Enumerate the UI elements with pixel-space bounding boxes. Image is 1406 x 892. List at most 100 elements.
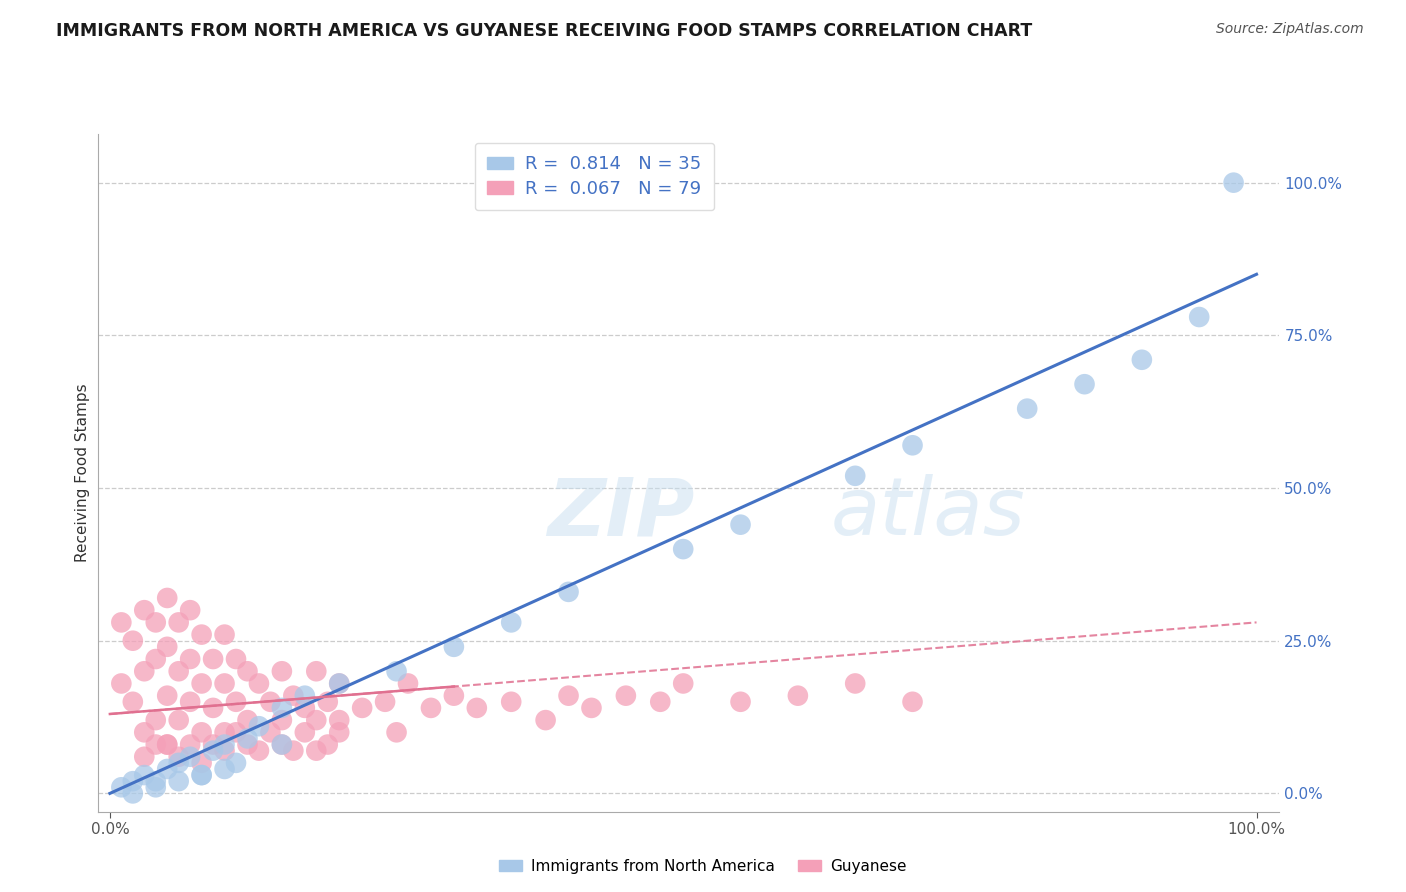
- Point: [1073, 377, 1095, 392]
- Point: [844, 676, 866, 690]
- Point: [501, 695, 523, 709]
- Point: [247, 676, 270, 690]
- Point: [156, 738, 179, 752]
- Point: [305, 713, 328, 727]
- Point: [247, 719, 270, 733]
- Point: [190, 725, 212, 739]
- Point: [134, 665, 156, 679]
- Point: [145, 615, 167, 630]
- Point: [270, 713, 292, 727]
- Point: [294, 701, 316, 715]
- Point: [202, 652, 225, 666]
- Point: [145, 738, 167, 752]
- Point: [247, 744, 270, 758]
- Point: [316, 738, 339, 752]
- Point: [214, 725, 236, 739]
- Point: [236, 713, 259, 727]
- Point: [179, 749, 201, 764]
- Point: [352, 701, 374, 715]
- Point: [190, 676, 212, 690]
- Point: [270, 701, 292, 715]
- Point: [179, 695, 201, 709]
- Point: [134, 725, 156, 739]
- Point: [270, 665, 292, 679]
- Point: [190, 627, 212, 641]
- Point: [202, 701, 225, 715]
- Point: [328, 725, 350, 739]
- Point: [121, 633, 143, 648]
- Point: [167, 713, 190, 727]
- Point: [901, 695, 924, 709]
- Point: [214, 676, 236, 690]
- Point: [167, 615, 190, 630]
- Point: [730, 695, 752, 709]
- Point: [225, 725, 247, 739]
- Point: [145, 713, 167, 727]
- Point: [443, 689, 465, 703]
- Point: [385, 725, 408, 739]
- Point: [305, 744, 328, 758]
- Point: [672, 542, 695, 557]
- Point: [614, 689, 637, 703]
- Point: [672, 676, 695, 690]
- Point: [305, 665, 328, 679]
- Point: [557, 689, 579, 703]
- Point: [225, 756, 247, 770]
- Point: [581, 701, 603, 715]
- Point: [1017, 401, 1039, 416]
- Point: [316, 695, 339, 709]
- Text: ZIP: ZIP: [547, 475, 695, 552]
- Y-axis label: Receiving Food Stamps: Receiving Food Stamps: [75, 384, 90, 562]
- Point: [236, 665, 259, 679]
- Text: atlas: atlas: [831, 475, 1025, 552]
- Point: [650, 695, 672, 709]
- Point: [385, 665, 408, 679]
- Point: [283, 744, 305, 758]
- Point: [294, 725, 316, 739]
- Text: IMMIGRANTS FROM NORTH AMERICA VS GUYANESE RECEIVING FOOD STAMPS CORRELATION CHAR: IMMIGRANTS FROM NORTH AMERICA VS GUYANES…: [56, 22, 1032, 40]
- Point: [156, 640, 179, 654]
- Point: [443, 640, 465, 654]
- Point: [396, 676, 419, 690]
- Point: [179, 738, 201, 752]
- Point: [214, 627, 236, 641]
- Point: [167, 774, 190, 789]
- Point: [259, 695, 281, 709]
- Point: [121, 695, 143, 709]
- Point: [156, 738, 179, 752]
- Point: [110, 780, 132, 795]
- Point: [270, 738, 292, 752]
- Point: [156, 689, 179, 703]
- Point: [121, 774, 143, 789]
- Point: [465, 701, 488, 715]
- Point: [134, 768, 156, 782]
- Point: [236, 738, 259, 752]
- Point: [844, 468, 866, 483]
- Point: [110, 615, 132, 630]
- Point: [534, 713, 557, 727]
- Point: [236, 731, 259, 746]
- Point: [190, 768, 212, 782]
- Point: [214, 762, 236, 776]
- Point: [202, 738, 225, 752]
- Point: [190, 756, 212, 770]
- Point: [420, 701, 443, 715]
- Point: [145, 780, 167, 795]
- Point: [501, 615, 523, 630]
- Point: [374, 695, 396, 709]
- Point: [110, 676, 132, 690]
- Point: [259, 725, 281, 739]
- Legend: Immigrants from North America, Guyanese: Immigrants from North America, Guyanese: [494, 853, 912, 880]
- Point: [1222, 176, 1244, 190]
- Point: [786, 689, 808, 703]
- Point: [283, 689, 305, 703]
- Point: [557, 585, 579, 599]
- Point: [134, 749, 156, 764]
- Point: [270, 738, 292, 752]
- Point: [225, 695, 247, 709]
- Point: [121, 786, 143, 800]
- Point: [328, 713, 350, 727]
- Point: [190, 768, 212, 782]
- Point: [179, 603, 201, 617]
- Point: [167, 756, 190, 770]
